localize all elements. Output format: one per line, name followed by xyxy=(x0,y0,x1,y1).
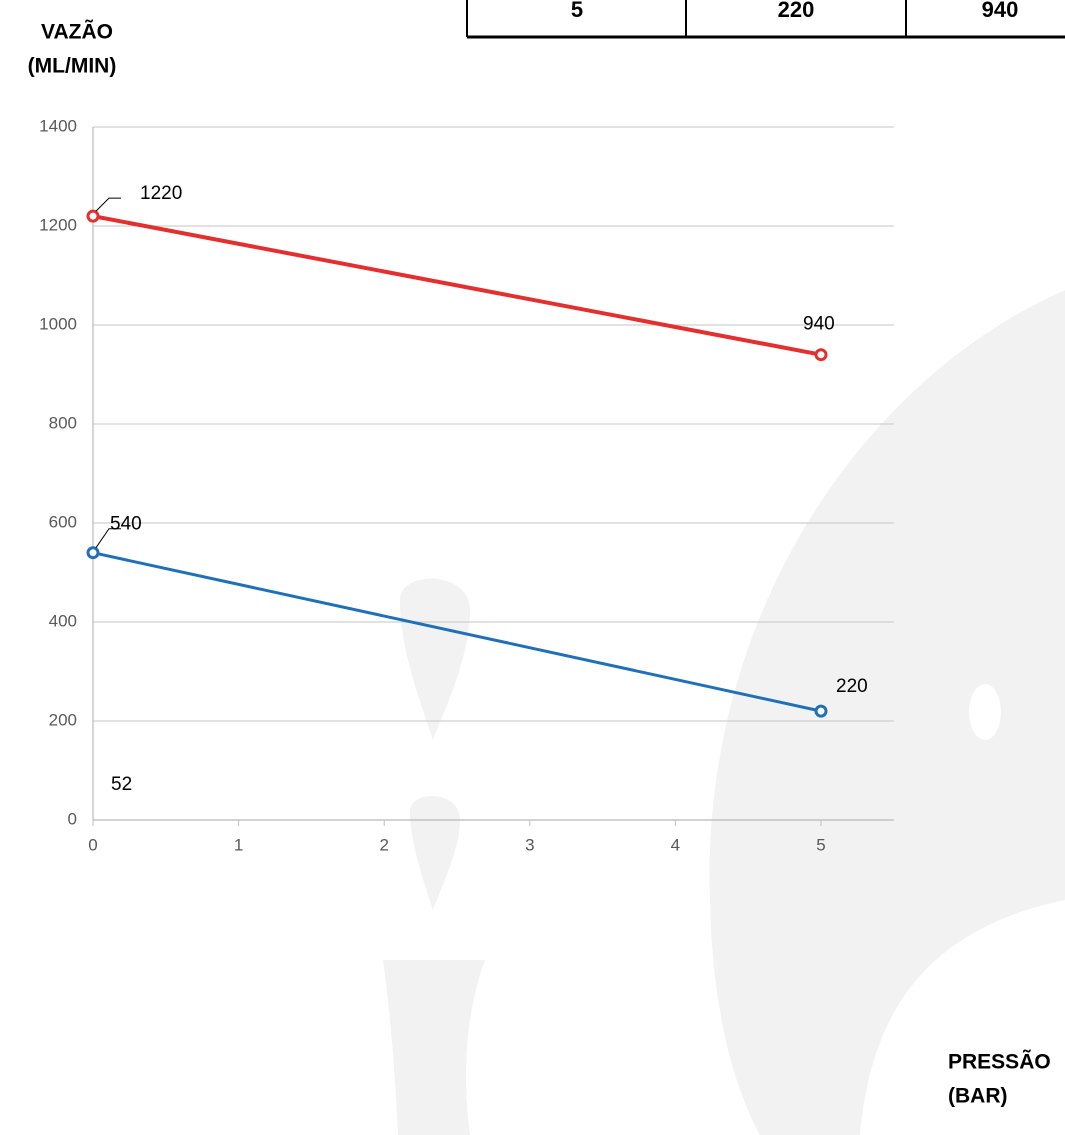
y-tick-label: 600 xyxy=(49,512,77,531)
y-tick-label: 1000 xyxy=(39,314,77,333)
table-cell: 940 xyxy=(982,0,1019,22)
x-tick-label: 2 xyxy=(379,835,388,854)
point xyxy=(814,348,828,362)
watermark xyxy=(383,290,1065,1135)
x-tick-label: 3 xyxy=(525,835,534,854)
y-tick-label: 1400 xyxy=(39,116,77,135)
leader-line xyxy=(95,197,121,212)
y-tick-label: 1200 xyxy=(39,215,77,234)
y-tick-label: 0 xyxy=(68,809,77,828)
series-line xyxy=(92,214,822,357)
x-axis-title: (BAR) xyxy=(948,1085,1007,1108)
point xyxy=(86,209,100,223)
annotation: 52 xyxy=(111,774,132,795)
point xyxy=(86,546,100,560)
x-axis-title: PRESSÃO xyxy=(948,1051,1051,1074)
data-label: 1220 xyxy=(140,183,182,204)
table-cell: 220 xyxy=(778,0,815,22)
table: 5 220 940 xyxy=(466,0,1065,39)
data-label: 220 xyxy=(836,676,868,697)
series-line xyxy=(92,551,822,713)
x-tick-label: 4 xyxy=(671,835,680,854)
y-tick-label: 200 xyxy=(49,710,77,729)
data-label: 940 xyxy=(803,314,835,335)
leader-line xyxy=(95,528,121,548)
x-tick-label: 0 xyxy=(88,835,97,854)
x-tick-label: 5 xyxy=(816,835,825,854)
table-cell: 5 xyxy=(571,0,583,22)
y-tick-label: 800 xyxy=(49,413,77,432)
data-label: 540 xyxy=(110,514,142,535)
y-axis-title: VAZÃO xyxy=(41,21,113,44)
point xyxy=(814,704,828,718)
y-axis-title: (ML/MIN) xyxy=(28,55,117,78)
x-tick-label: 1 xyxy=(234,835,243,854)
y-tick-label: 400 xyxy=(49,611,77,630)
